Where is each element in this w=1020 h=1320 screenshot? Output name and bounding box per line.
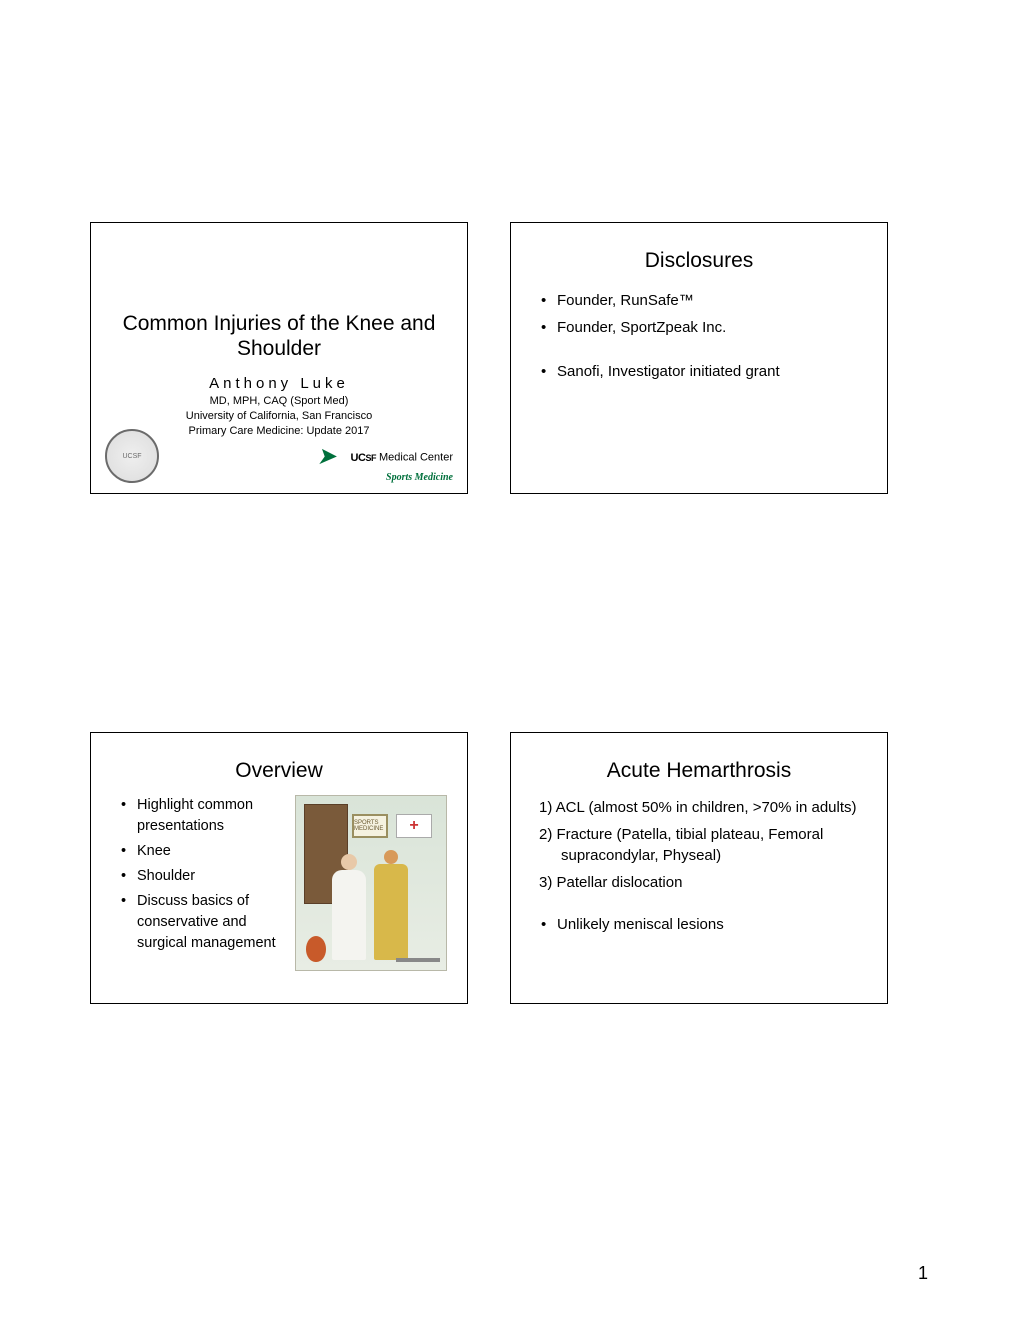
cartoon-table: [396, 958, 440, 962]
overview-list: Highlight common presentations Knee Shou…: [111, 795, 283, 971]
author-name: Anthony Luke: [111, 375, 447, 392]
slide-title: Common Injuries of the Knee and Shoulder: [111, 311, 447, 361]
numbered-list: 1) ACL (almost 50% in children, >70% in …: [531, 797, 867, 893]
slide-acute-hemarthrosis: Acute Hemarthrosis 1) ACL (almost 50% in…: [510, 732, 888, 1004]
cred-line: University of California, San Francisco: [111, 409, 447, 424]
ucsf-text: UCSF Medical Center: [351, 452, 453, 464]
slide-overview: Overview Highlight common presentations …: [90, 732, 468, 1004]
slide-title: Acute Hemarthrosis: [531, 759, 867, 783]
cartoon-image: SPORTS MEDICINE +: [295, 795, 447, 971]
slide-title: Overview: [111, 759, 447, 783]
overview-body: Highlight common presentations Knee Shou…: [111, 795, 447, 971]
slide-disclosures: Disclosures Founder, RunSafe™ Founder, S…: [510, 222, 888, 494]
bullet-item: Highlight common presentations: [121, 795, 283, 837]
extra-bullets: Unlikely meniscal lesions: [531, 913, 867, 936]
list-item: 2) Fracture (Patella, tibial plateau, Fe…: [539, 824, 867, 866]
slide-title: Disclosures: [531, 249, 867, 273]
bullet-item: Discuss basics of conservative and surgi…: [121, 891, 283, 954]
cred-line: MD, MPH, CAQ (Sport Med): [111, 394, 447, 409]
red-cross-icon: +: [409, 817, 418, 835]
runner-icon: ➤: [315, 442, 340, 471]
cartoon-patient: [374, 864, 408, 960]
slide-title-slide: Common Injuries of the Knee and Shoulder…: [90, 222, 468, 494]
bullet-item: Founder, SportZpeak Inc.: [541, 316, 867, 339]
list-item: 3) Patellar dislocation: [539, 872, 867, 893]
ucsf-seal-icon: UCSF: [105, 429, 159, 483]
cartoon-cross-sign: +: [396, 814, 432, 838]
disclosure-list: Founder, RunSafe™ Founder, SportZpeak In…: [531, 289, 867, 340]
handout-page: Common Injuries of the Knee and Shoulder…: [0, 0, 1020, 1320]
bullet-item: Sanofi, Investigator initiated grant: [541, 360, 867, 383]
cartoon-sign: SPORTS MEDICINE: [352, 814, 388, 838]
logo-row: UCSF ➤ UCSF Medical Center Sports Medici…: [105, 429, 453, 483]
slide-row-1: Common Injuries of the Knee and Shoulder…: [90, 222, 930, 494]
bullet-item: Unlikely meniscal lesions: [541, 913, 867, 936]
bullet-item: Shoulder: [121, 866, 283, 887]
slide-row-2: Overview Highlight common presentations …: [90, 732, 930, 1004]
bullet-item: Knee: [121, 841, 283, 862]
bullet-item: Founder, RunSafe™: [541, 289, 867, 312]
page-number: 1: [918, 1263, 928, 1284]
disclosure-list-2: Sanofi, Investigator initiated grant: [531, 360, 867, 383]
cartoon-ball: [306, 936, 326, 962]
sports-medicine-label: Sports Medicine: [318, 472, 453, 483]
ucsf-medical-logo: ➤ UCSF Medical Center Sports Medicine: [318, 442, 453, 483]
cartoon-doctor: [332, 870, 366, 960]
list-item: 1) ACL (almost 50% in children, >70% in …: [539, 797, 867, 818]
